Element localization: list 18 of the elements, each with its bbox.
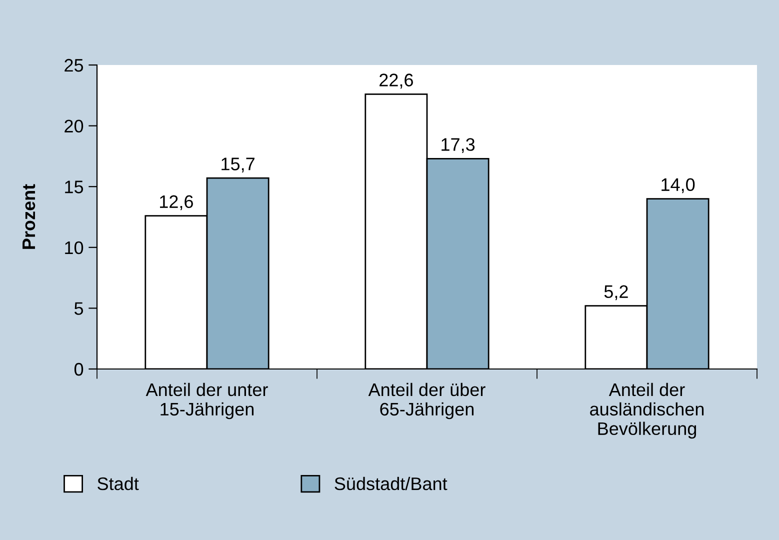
data-label: 12,6 xyxy=(160,195,193,210)
y-tick-label: 20 xyxy=(64,120,84,133)
x-tick-label: Anteil der über 65-Jährigen xyxy=(368,382,486,420)
data-label: 22,6 xyxy=(380,74,413,89)
legend-label: Südstadt/Bant xyxy=(334,476,448,490)
data-label: 17,3 xyxy=(442,138,475,154)
data-label: 14,0 xyxy=(662,178,695,194)
x-tick-label: Anteil der unter 15-Jährigen xyxy=(146,382,268,420)
y-tick-label: 5 xyxy=(74,302,84,315)
y-tick-label: 25 xyxy=(64,58,84,72)
x-tick-label: Anteil der ausländischen Bevölkerung xyxy=(590,382,704,439)
y-tick-label: 10 xyxy=(65,241,84,254)
y-tick-label: 0 xyxy=(74,362,84,376)
legend-label: Stadt xyxy=(98,476,139,490)
data-label: 5,2 xyxy=(604,285,628,300)
y-tick-label: 15 xyxy=(65,180,84,194)
data-label: 15,7 xyxy=(222,158,254,172)
y-axis-title: Prozent xyxy=(22,184,36,249)
